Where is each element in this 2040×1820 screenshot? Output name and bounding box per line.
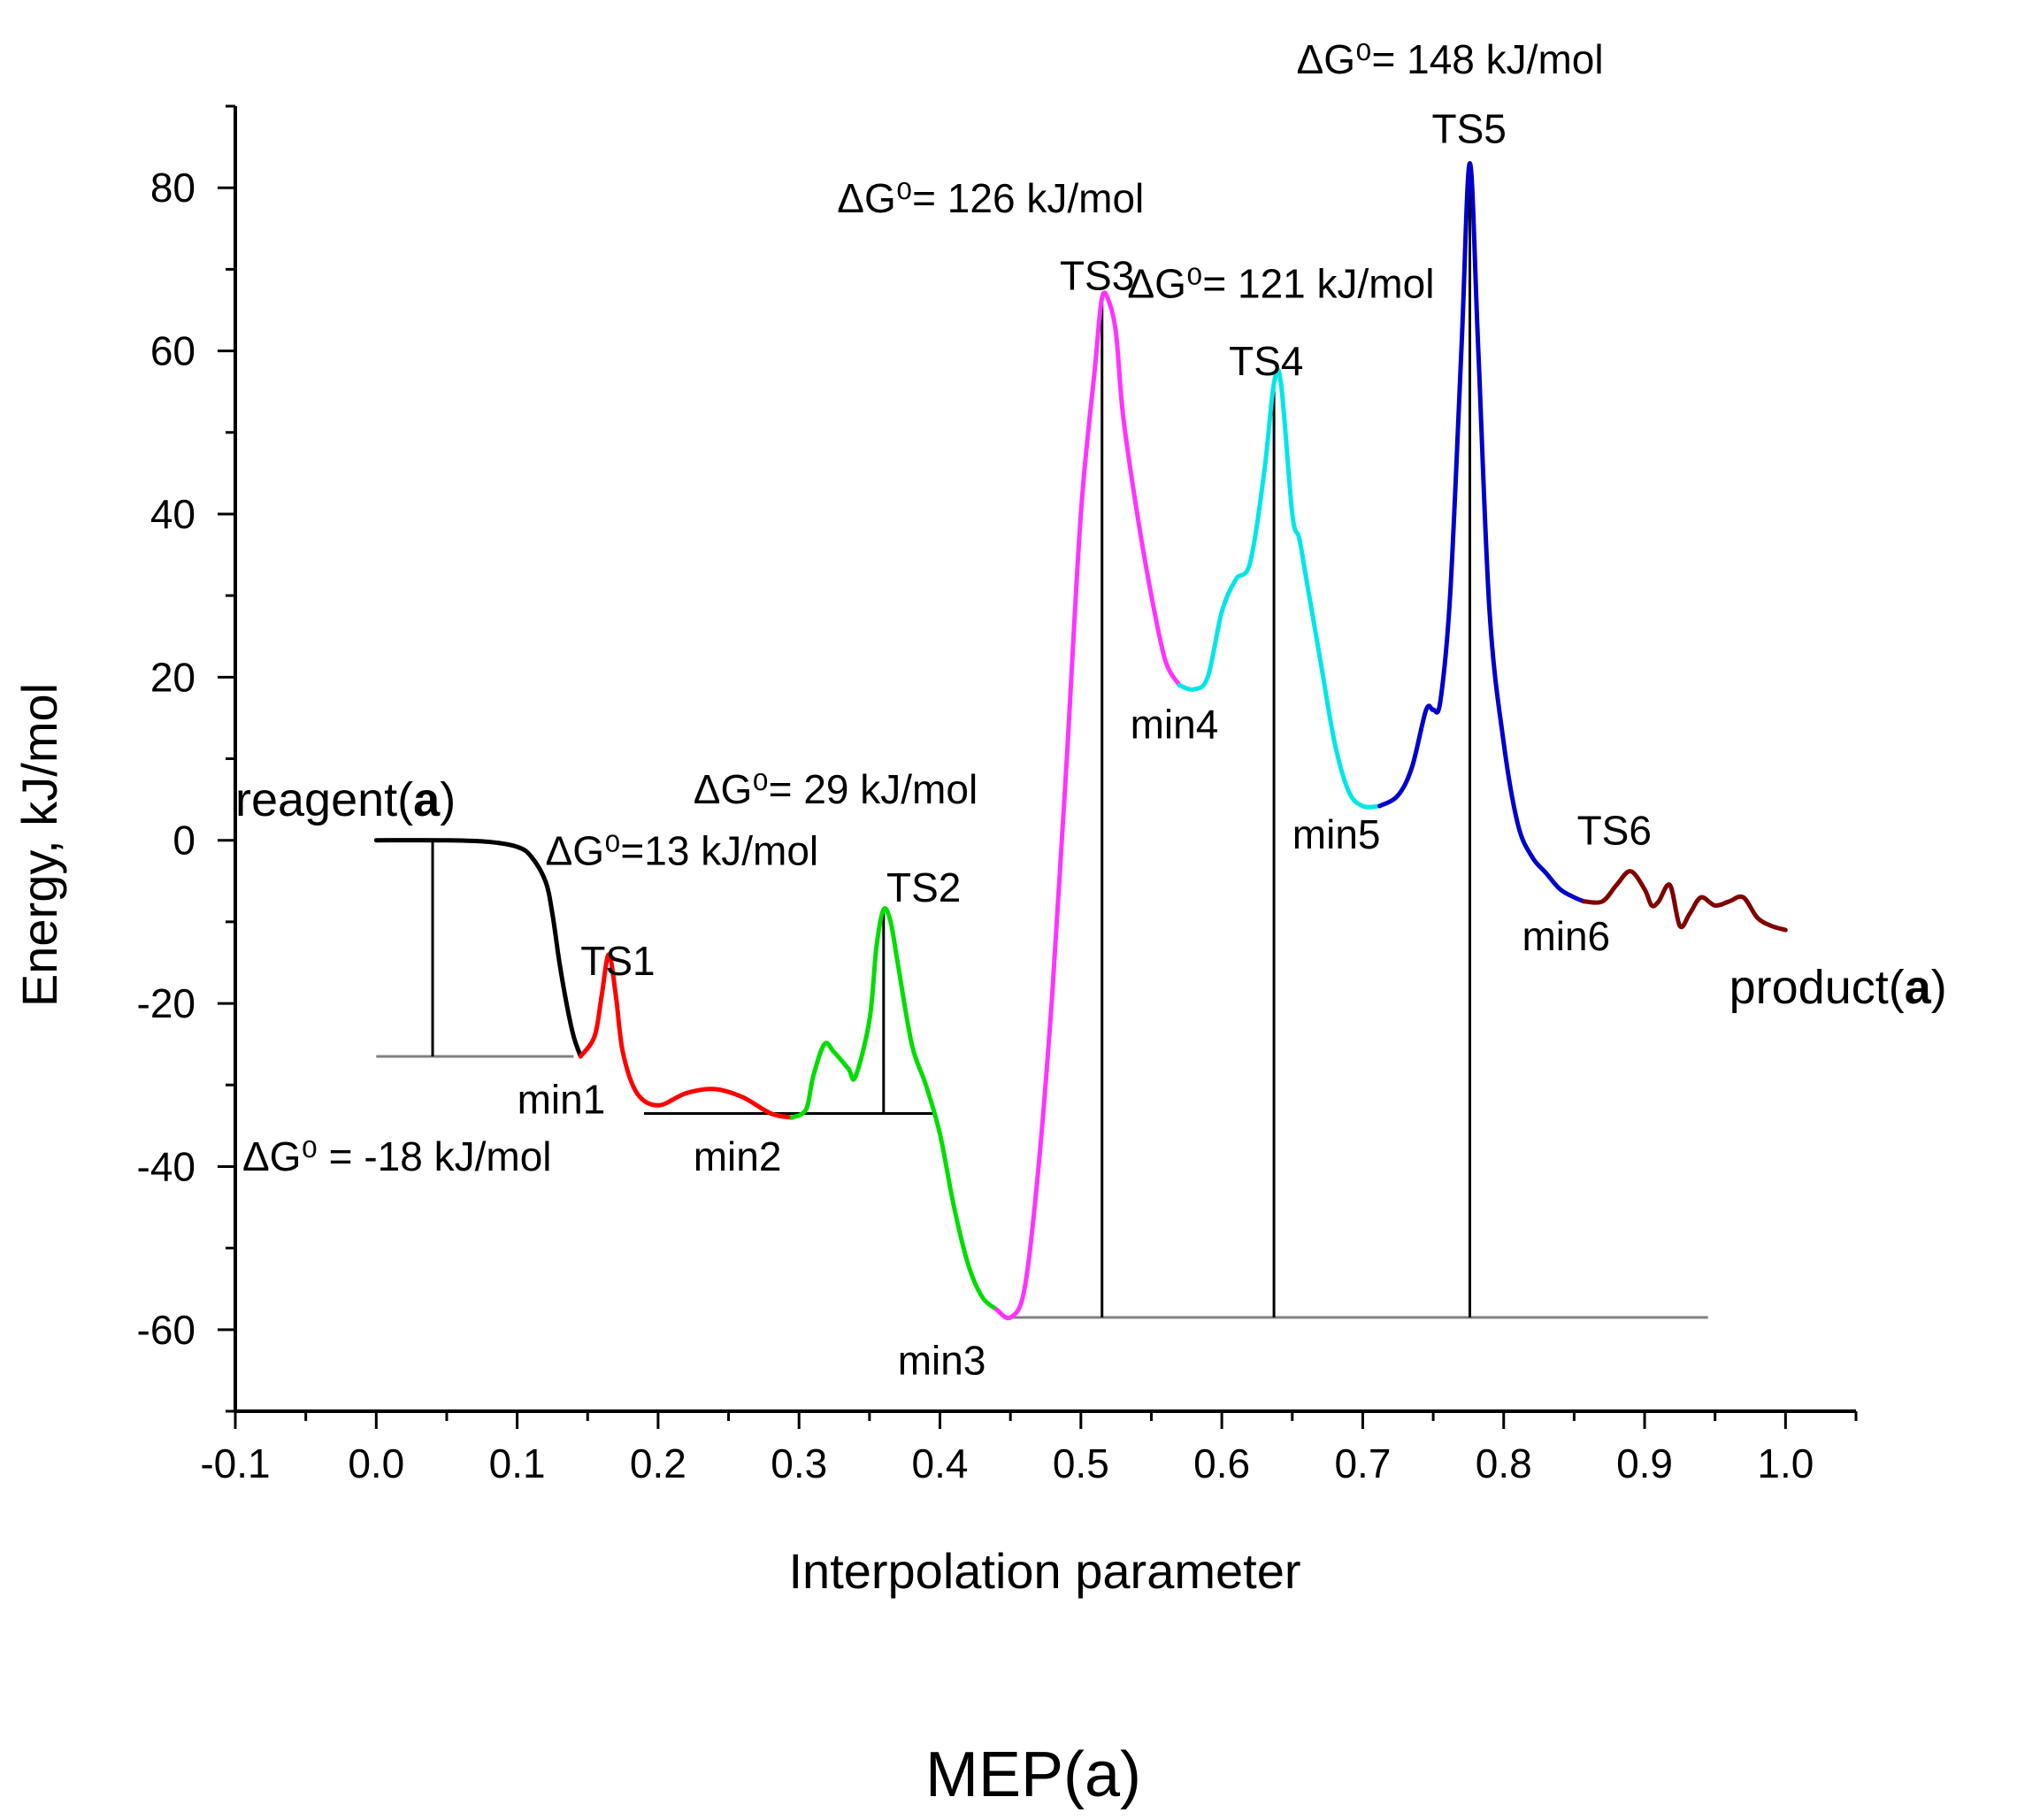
mep-segment-line: [789, 906, 999, 1312]
annotation-label: min5: [1292, 811, 1381, 857]
y-axis-label: Energy, kJ/mol: [12, 683, 67, 1007]
y-tick-label: 20: [150, 654, 196, 700]
annotation-label: ΔG⁰= 121 kJ/mol: [1127, 261, 1434, 307]
mep-segment-line: [1177, 367, 1383, 810]
figure-caption: MEP(a): [925, 1739, 1141, 1810]
energy-profile: [373, 161, 1788, 1321]
annotation-label: ΔG⁰=13 kJ/mol: [545, 827, 818, 873]
y-tick-label: 40: [150, 491, 196, 537]
annotation-label: min4: [1131, 701, 1219, 747]
x-tick-label: 0.3: [771, 1440, 827, 1486]
mep-segment-line: [373, 838, 583, 1059]
annotation-label: TS2: [886, 864, 961, 910]
axes: -0.1 0.0 0.1 0.2 0.3 0.4 0.5 0.6 0.7 0.8 0.9 1.0 -60…: [137, 104, 1858, 1486]
annotation-label: ΔG⁰= 126 kJ/mol: [837, 175, 1144, 221]
x-tick-label: 0.2: [630, 1440, 686, 1486]
annotation-label: min3: [898, 1338, 986, 1384]
x-tick-label: -0.1: [200, 1440, 270, 1486]
y-tick-label: -40: [137, 1143, 196, 1189]
annotations: reagent(a) product(a) TS1 min1 ΔG⁰=13 kJ/mol…: [235, 36, 1947, 1383]
annotation-label: min1: [518, 1077, 606, 1123]
y-tick-label: 0: [173, 818, 196, 864]
y-tick-label: -60: [137, 1307, 196, 1353]
mep-segment-line: [578, 952, 794, 1120]
mep-segment-line: [993, 290, 1182, 1321]
annotation-label: ΔG⁰ = -18 kJ/mol: [242, 1133, 552, 1179]
x-axis-label: Interpolation parameter: [788, 1543, 1300, 1599]
y-tick-label: 80: [150, 165, 196, 211]
reference-lines: [376, 163, 1708, 1319]
annotation-label: ΔG⁰= 29 kJ/mol: [694, 766, 978, 812]
y-tick-label: -20: [137, 980, 196, 1026]
annotation-label: TS3: [1060, 252, 1134, 298]
annotation-label: ΔG⁰= 148 kJ/mol: [1297, 36, 1604, 82]
annotation-label: min6: [1522, 913, 1610, 959]
x-tick-label: 0.4: [912, 1440, 969, 1486]
annotation-label: reagent(a): [235, 773, 456, 826]
annotation-label: TS5: [1431, 105, 1506, 151]
annotation-label: TS1: [580, 938, 655, 984]
mep-segment-line: [1377, 161, 1586, 904]
annotation-label: TS6: [1577, 807, 1652, 853]
annotation-label: TS4: [1229, 338, 1303, 384]
x-tick-label: 0.6: [1193, 1440, 1250, 1486]
x-tick-label: 0.9: [1616, 1440, 1673, 1486]
x-tick-label: 1.0: [1757, 1440, 1814, 1486]
x-tick-label: 0.5: [1053, 1440, 1109, 1486]
x-tick-label: 0.0: [348, 1440, 404, 1486]
x-tick-label: 0.7: [1334, 1440, 1391, 1486]
annotation-label: min2: [694, 1133, 782, 1179]
y-tick-label: 60: [150, 328, 196, 374]
annotation-label: product(a): [1729, 961, 1947, 1014]
x-tick-label: 0.1: [489, 1440, 546, 1486]
mep-segment-line: [1582, 869, 1788, 933]
x-tick-label: 0.8: [1476, 1440, 1532, 1486]
